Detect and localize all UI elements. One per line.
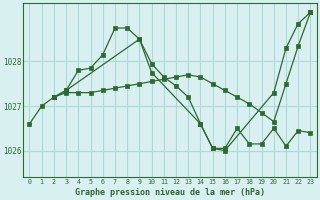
X-axis label: Graphe pression niveau de la mer (hPa): Graphe pression niveau de la mer (hPa) xyxy=(75,188,265,197)
